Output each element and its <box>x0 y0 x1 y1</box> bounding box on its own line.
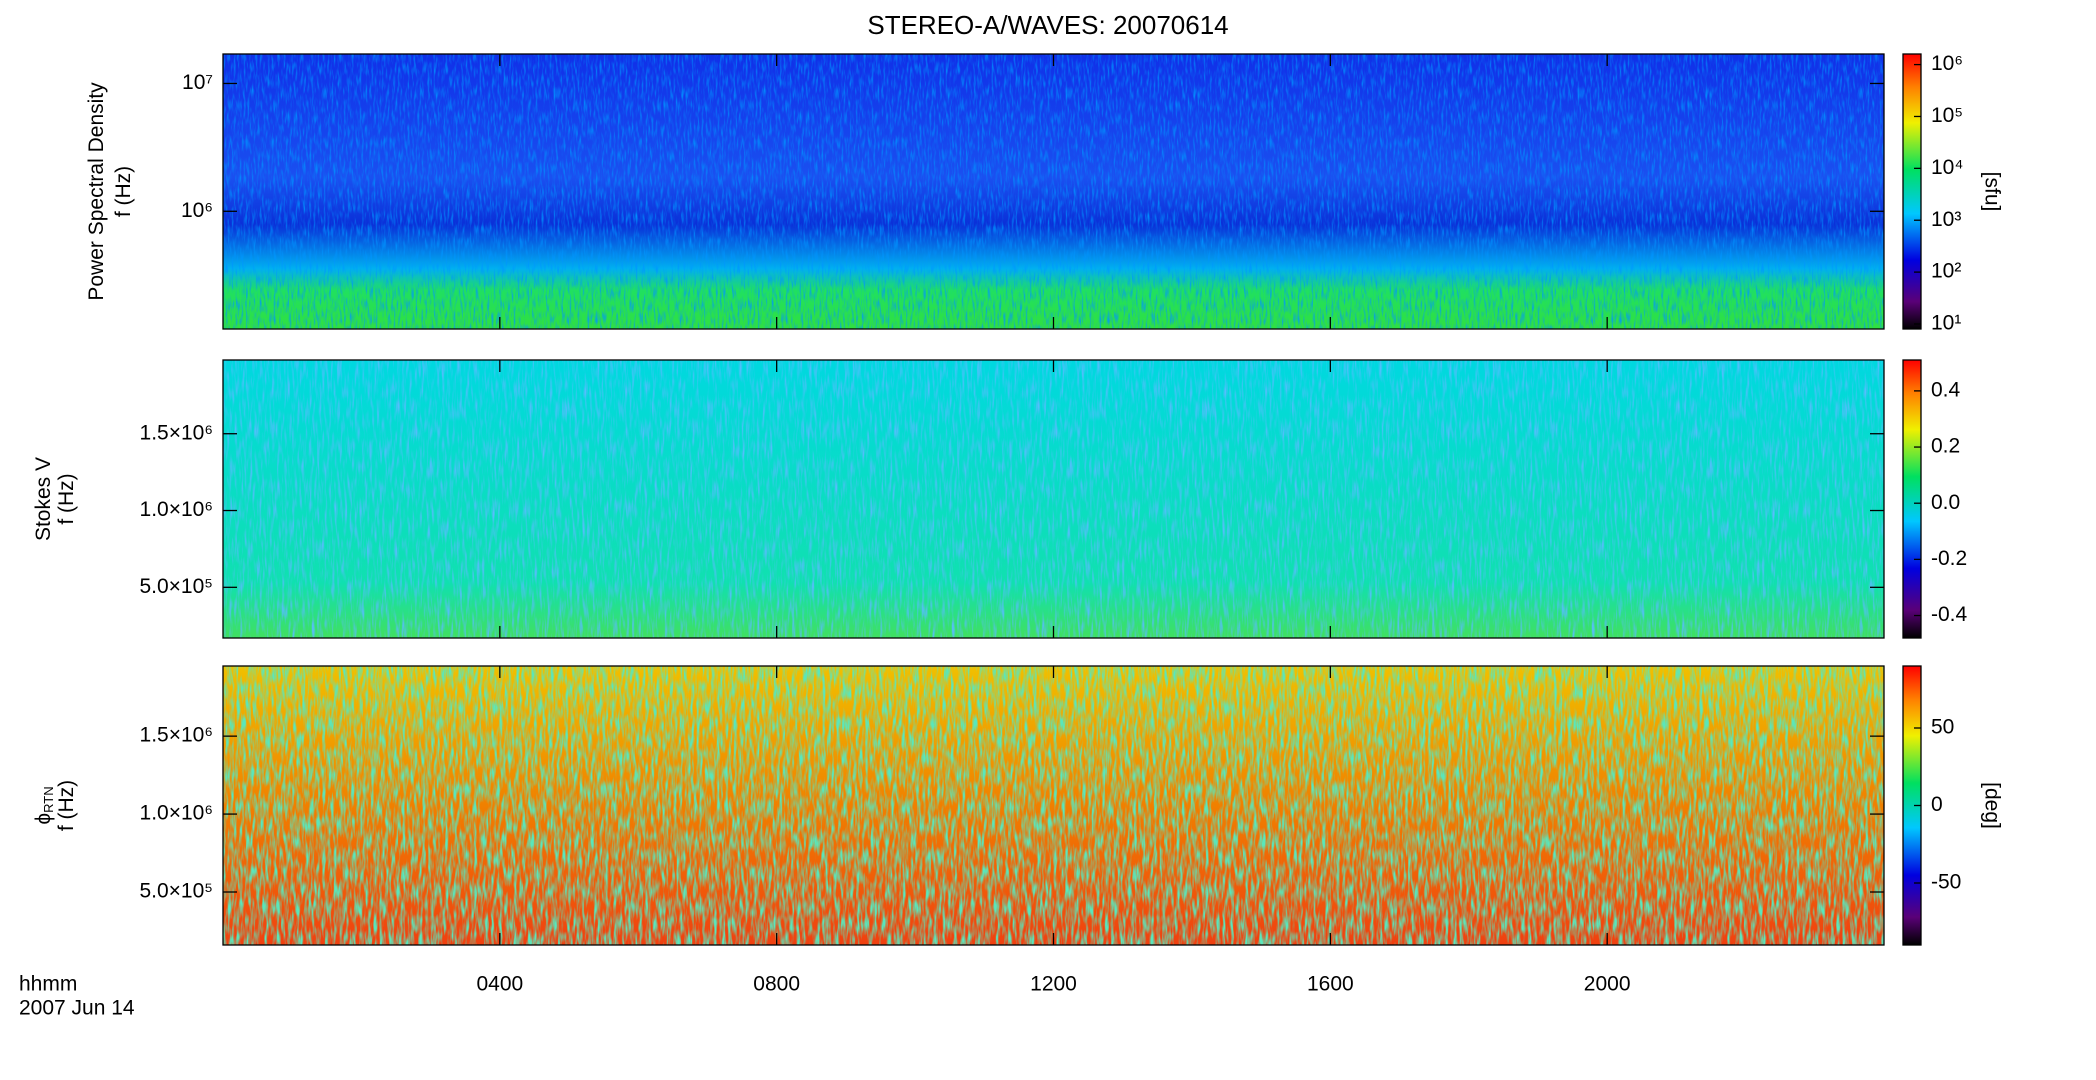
y-axis-label-text: f (Hz) <box>55 780 78 831</box>
y-axis-label-text: ϕ <box>32 813 55 825</box>
y-tick-label: 1.5×10⁶ <box>140 724 213 747</box>
colorbar-frame <box>1902 53 1922 330</box>
y-axis-label-text: Stokes V <box>32 457 55 541</box>
colorbar-tick-label: 10⁶ <box>1931 52 1963 75</box>
colorbar <box>1903 54 1921 329</box>
y-tick-label: 1.5×10⁶ <box>140 421 213 444</box>
y-axis-label-text: f (Hz) <box>112 166 135 217</box>
colorbar-tick-label: -0.2 <box>1931 547 1967 570</box>
colorbar-frame <box>1902 359 1922 639</box>
colorbar-label: [deg] <box>1980 782 2003 829</box>
x-tick-label: 1200 <box>1030 973 1077 996</box>
y-axis-label: f (Hz) <box>55 473 78 524</box>
x-tick-label: 2000 <box>1584 973 1631 996</box>
colorbar-tick-label: 50 <box>1931 716 1954 739</box>
y-axis-label: Stokes V <box>32 457 55 541</box>
colorbar <box>1903 666 1921 945</box>
y-tick-label: 1.0×10⁶ <box>140 498 213 521</box>
colorbar <box>1903 360 1921 638</box>
y-axis-label: f (Hz) <box>112 166 135 217</box>
y-tick-label: 10⁷ <box>182 71 213 94</box>
y-axis-label: f (Hz) <box>55 780 78 831</box>
y-axis-label-text: f (Hz) <box>55 473 78 524</box>
y-tick-label: 1.0×10⁶ <box>140 802 213 825</box>
colorbar-tick-label: 0.4 <box>1931 378 1961 401</box>
x-tick-label: 1600 <box>1307 973 1354 996</box>
y-axis-label-text: Power Spectral Density <box>85 82 108 301</box>
colorbar-tick-label: 10⁴ <box>1931 156 1963 179</box>
colorbar-tick-label: -0.4 <box>1931 603 1968 626</box>
colorbar-tick-label: 10¹ <box>1931 312 1961 335</box>
chart-title: STEREO-A/WAVES: 20070614 <box>867 10 1228 40</box>
x-tick-label: 0400 <box>476 973 523 996</box>
spectrogram-texture <box>223 360 1884 638</box>
colorbar-tick-label: -50 <box>1931 871 1961 894</box>
x-axis-label: 2007 Jun 14 <box>19 997 135 1020</box>
y-tick-label: 10⁶ <box>181 199 213 222</box>
x-axis-label: hhmm <box>19 973 77 996</box>
colorbar-tick-label: 0.2 <box>1931 435 1960 458</box>
x-tick-label: 0800 <box>753 973 800 996</box>
colorbar-tick-label: 0 <box>1931 793 1943 816</box>
colorbar-tick-label: 10⁵ <box>1931 104 1963 127</box>
spectrogram-texture <box>223 54 1884 329</box>
colorbar-tick-label: 10³ <box>1931 208 1961 231</box>
y-axis-label: Power Spectral Density <box>85 82 108 301</box>
y-tick-label: 5.0×10⁵ <box>139 880 213 903</box>
colorbar-tick-label: 10² <box>1931 260 1961 283</box>
y-tick-label: 5.0×10⁵ <box>139 575 213 598</box>
colorbar-tick-label: 0.0 <box>1931 491 1960 514</box>
spectrogram-texture <box>223 666 1884 945</box>
y-axis-label: ϕRTN <box>32 786 57 824</box>
colorbar-label: [sfu] <box>1980 172 2003 212</box>
y-axis-label-subscript: RTN <box>41 786 56 812</box>
